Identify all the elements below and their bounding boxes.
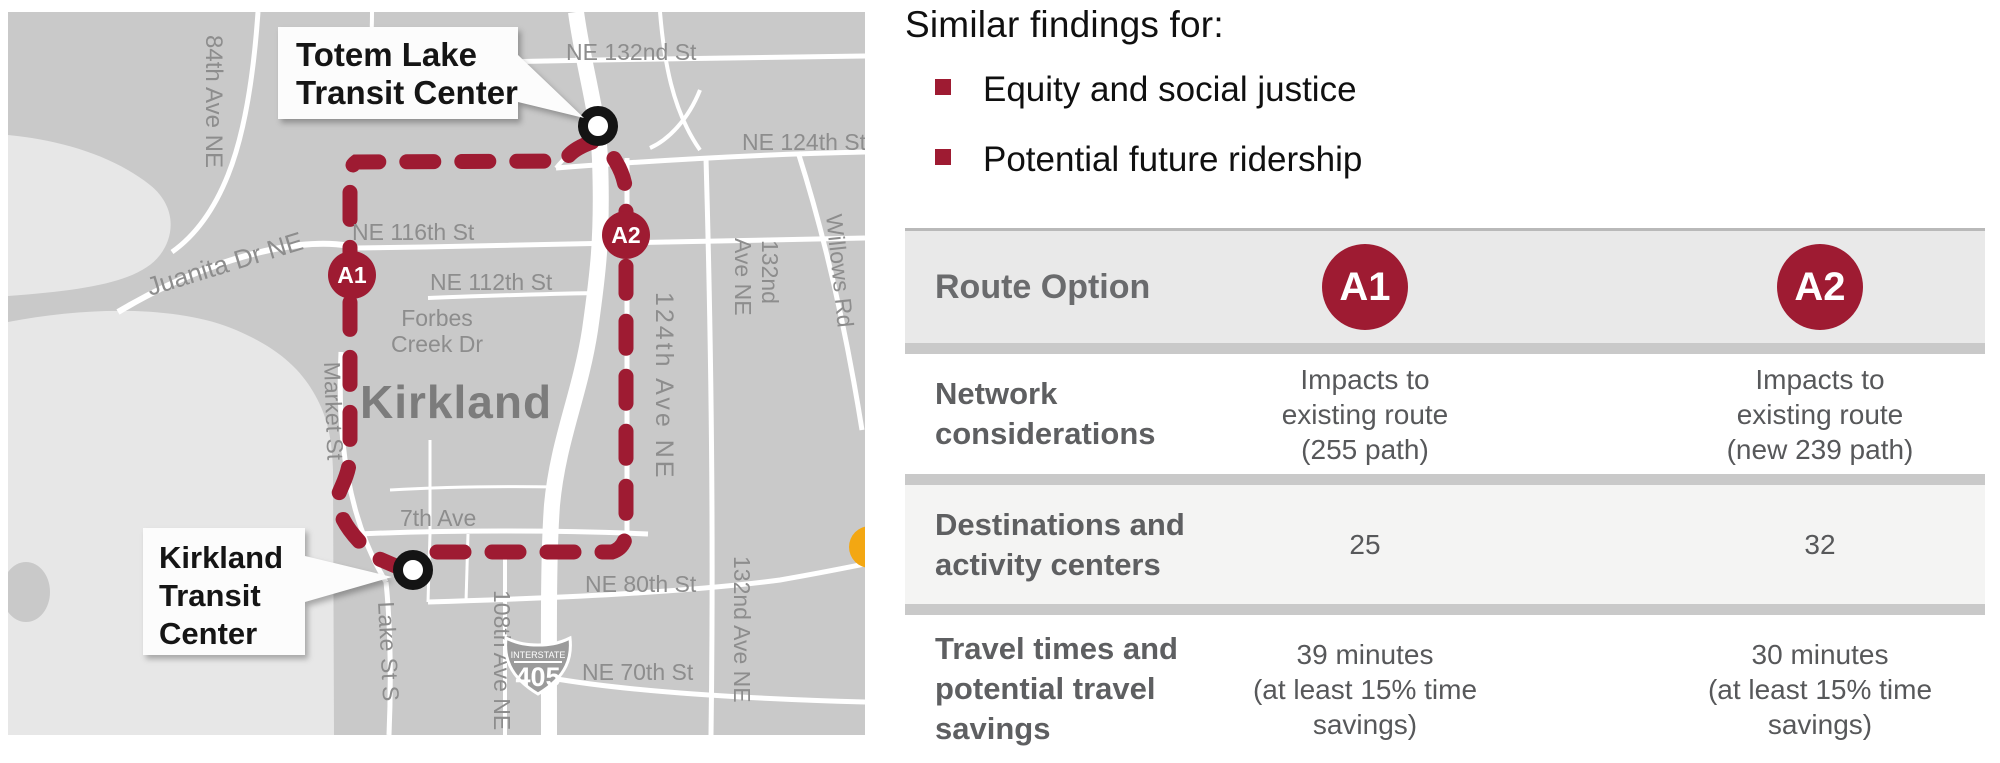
kirkland-callout-box xyxy=(143,528,305,655)
cell-line: (255 path) xyxy=(1301,433,1429,465)
cell-line: Impacts to xyxy=(1300,363,1430,395)
route-dashed-line xyxy=(330,134,634,575)
totem-lake-callout-line1: Totem Lake xyxy=(296,36,477,73)
row-separator xyxy=(905,343,1985,354)
page-title: Similar findings for: xyxy=(905,4,1224,45)
row-label-line: Travel times and xyxy=(935,631,1178,666)
label-132nd-ave-n-2: Ave NE xyxy=(730,238,756,316)
row-label-line: considerations xyxy=(935,416,1156,451)
kirkland-callout-line1: Kirkland xyxy=(159,540,283,575)
cell-line: Impacts to xyxy=(1755,363,1885,395)
map-island-blob xyxy=(8,562,50,622)
totem-lake-station-ring xyxy=(578,106,618,146)
bullet-item-equity: Equity and social justice xyxy=(935,70,1357,110)
label-124th-ave: 124th Ave NE xyxy=(650,292,678,480)
label-forbes-1: Forbes xyxy=(401,305,473,331)
cell-line: (at least 15% time xyxy=(1707,673,1933,705)
label-ne-80th-st: NE 80th St xyxy=(585,571,697,597)
kirkland-callout-line3: Center xyxy=(159,616,257,651)
row-separator xyxy=(905,474,1985,485)
kirkland-station-ring xyxy=(393,550,433,590)
i405-shield: INTERSTATE 405 xyxy=(504,635,572,696)
header-route-option: Route Option xyxy=(935,267,1151,306)
cell-destinations-a1: 25 xyxy=(1225,527,1565,562)
kirkland-callout: Kirkland Transit Center xyxy=(143,528,392,655)
map-marker-a2-circle xyxy=(602,211,650,259)
table-row-network: Network considerations Impacts to existi… xyxy=(905,354,1985,474)
table-row-destinations: Destinations and activity centers 25 32 xyxy=(905,485,1985,604)
route-comparison-table: Route Option A1 A2 Network consideration… xyxy=(905,228,1985,763)
kirkland-route-map: 84th Ave NE NE 132nd St NE 124th St 132n… xyxy=(8,12,865,735)
kirkland-callout-pointer xyxy=(305,556,392,602)
row-label-network: Network considerations xyxy=(905,374,1225,454)
label-ne-132nd-st: NE 132nd St xyxy=(566,39,697,65)
findings-panel: Similar findings for: Equity and social … xyxy=(905,0,1990,763)
a2-option-badge: A2 xyxy=(1777,244,1863,330)
bullet-square-icon xyxy=(935,149,951,165)
row-label-line: Network xyxy=(935,376,1058,411)
shield-number: 405 xyxy=(515,662,560,692)
label-market-st: Market St xyxy=(319,361,348,461)
totem-lake-callout-pointer xyxy=(518,55,584,118)
cell-network-a2: Impacts to existing route (new 239 path) xyxy=(1565,362,1985,467)
label-forbes-2: Creek Dr xyxy=(391,331,483,357)
header-cell-a2: A2 xyxy=(1565,244,1985,330)
row-label-line: savings xyxy=(935,711,1051,746)
cell-line: (at least 15% time xyxy=(1252,673,1478,705)
label-132nd-ave-n-1: 132nd xyxy=(757,240,783,304)
row-label-destinations: Destinations and activity centers xyxy=(905,505,1225,585)
map-marker-a1-circle xyxy=(328,251,376,299)
cell-line: existing route xyxy=(1736,398,1904,430)
bullet-text: Potential future ridership xyxy=(983,140,1363,179)
label-ne-70th-st: NE 70th St xyxy=(582,659,694,685)
cell-line: 39 minutes xyxy=(1296,638,1434,670)
label-84th-ave: 84th Ave NE xyxy=(200,35,227,168)
cell-line: 32 xyxy=(1804,529,1836,560)
row-label-line: Destinations and xyxy=(935,506,1185,542)
map-marker-a2-label: A2 xyxy=(611,222,640,248)
row-separator xyxy=(905,604,1985,615)
yellow-poi-marker xyxy=(849,526,865,568)
label-7th-ave: 7th Ave xyxy=(400,505,476,531)
label-ne-116th-st: NE 116th St xyxy=(352,219,475,245)
cell-line: existing route xyxy=(1281,398,1449,430)
cell-line: 30 minutes xyxy=(1751,638,1889,670)
cell-line: savings) xyxy=(1767,708,1873,740)
cell-line: 25 xyxy=(1349,529,1381,560)
label-lake-st-s: Lake St S xyxy=(373,601,404,702)
totem-lake-callout: Totem Lake Transit Center xyxy=(278,27,584,119)
label-ne-112th-st: NE 112th St xyxy=(430,269,553,295)
cell-travel-a2: 30 minutes (at least 15% time savings) xyxy=(1565,637,1985,742)
totem-lake-callout-box xyxy=(278,27,518,119)
water-area-lower xyxy=(8,310,334,735)
row-label-line: potential travel xyxy=(935,671,1156,706)
row-label-line: activity centers xyxy=(935,546,1161,582)
label-ne-124th-st: NE 124th St xyxy=(742,129,865,155)
a1-option-badge: A1 xyxy=(1322,244,1408,330)
map-marker-a1-label: A1 xyxy=(337,262,367,288)
cell-destinations-a2: 32 xyxy=(1565,527,1985,562)
cell-line: (new 239 path) xyxy=(1726,433,1914,465)
row-label-travel-times: Travel times and potential travel saving… xyxy=(905,629,1225,749)
bullet-square-icon xyxy=(935,79,951,95)
bullet-item-ridership: Potential future ridership xyxy=(935,140,1362,180)
totem-lake-callout-line2: Transit Center xyxy=(296,74,518,111)
header-cell-a1: A1 xyxy=(1225,244,1565,330)
label-city-kirkland: Kirkland xyxy=(360,376,552,428)
table-row-travel-times: Travel times and potential travel saving… xyxy=(905,615,1985,763)
cell-line: savings) xyxy=(1312,708,1418,740)
map-route-markers: A1 A2 xyxy=(328,211,650,299)
shield-banner-text: INTERSTATE xyxy=(511,650,566,660)
table-top-border xyxy=(905,228,1985,231)
kirkland-callout-line2: Transit xyxy=(159,578,261,613)
bullet-text: Equity and social justice xyxy=(983,70,1357,109)
table-header-row: Route Option A1 A2 xyxy=(905,231,1985,343)
cell-travel-a1: 39 minutes (at least 15% time savings) xyxy=(1225,637,1565,742)
shield-shape xyxy=(504,635,572,696)
map-svg: 84th Ave NE NE 132nd St NE 124th St 132n… xyxy=(8,12,865,735)
water-area-upper xyxy=(8,135,171,296)
label-132nd-ave-s: 132nd Ave NE xyxy=(729,556,755,703)
cell-network-a1: Impacts to existing route (255 path) xyxy=(1225,362,1565,467)
